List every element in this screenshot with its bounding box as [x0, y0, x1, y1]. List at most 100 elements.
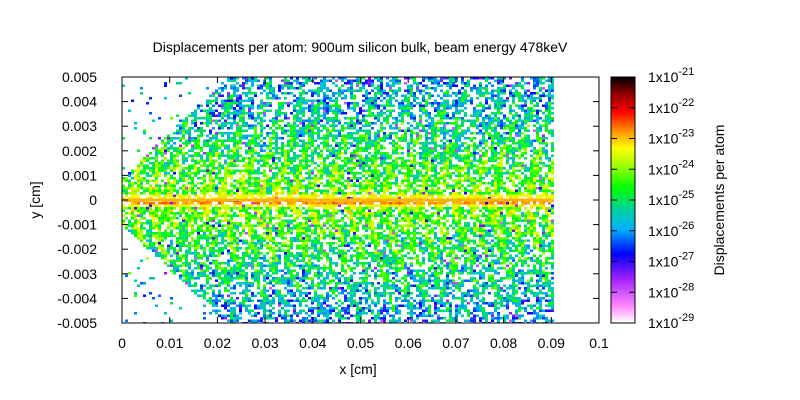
heatmap-cell — [158, 202, 161, 205]
heatmap-cell — [356, 287, 359, 290]
heatmap-cell — [326, 94, 329, 97]
heatmap-cell — [236, 197, 239, 200]
heatmap-cell — [236, 314, 239, 317]
heatmap-cell — [287, 129, 290, 132]
heatmap-cell — [380, 207, 383, 210]
heatmap-cell — [185, 167, 188, 170]
heatmap-cell — [194, 137, 197, 140]
heatmap-cell — [263, 299, 266, 302]
heatmap-cell — [260, 184, 263, 187]
heatmap-cell — [200, 212, 203, 215]
heatmap-cell — [251, 299, 254, 302]
heatmap-cell — [251, 239, 254, 242]
heatmap-cell — [260, 239, 263, 242]
heatmap-cell — [203, 317, 206, 320]
heatmap-cell — [371, 114, 374, 117]
heatmap-cell — [260, 212, 263, 215]
heatmap-cell — [266, 234, 269, 237]
heatmap-cell — [287, 172, 290, 175]
heatmap-cell — [269, 77, 272, 80]
heatmap-cell — [221, 107, 224, 110]
heatmap-cell — [356, 179, 359, 182]
heatmap-cell — [227, 137, 230, 140]
heatmap-cell — [197, 214, 200, 217]
heatmap-cell — [326, 207, 329, 210]
heatmap-cell — [269, 232, 272, 235]
heatmap-cell — [383, 237, 386, 240]
heatmap-cell — [353, 152, 356, 155]
heatmap-cell — [323, 117, 326, 120]
heatmap-cell — [332, 159, 335, 162]
heatmap-cell — [374, 159, 377, 162]
heatmap-cell — [353, 292, 356, 295]
heatmap-cell — [137, 167, 140, 170]
heatmap-cell — [278, 87, 281, 90]
heatmap-cell — [314, 247, 317, 250]
heatmap-cell — [272, 167, 275, 170]
heatmap-cell — [284, 124, 287, 127]
heatmap-cell — [368, 194, 371, 197]
heatmap-cell — [209, 217, 212, 220]
heatmap-cell — [299, 319, 302, 322]
heatmap-cell — [236, 247, 239, 250]
heatmap-cell — [173, 272, 176, 275]
heatmap-cell — [362, 264, 365, 267]
heatmap-cell — [323, 104, 326, 107]
heatmap-cell — [230, 272, 233, 275]
heatmap-cell — [191, 157, 194, 160]
heatmap-cell — [206, 114, 209, 117]
heatmap-cell — [311, 204, 314, 207]
heatmap-cell — [149, 167, 152, 170]
heatmap-cell — [182, 234, 185, 237]
heatmap-cell — [374, 267, 377, 270]
heatmap-cell — [317, 307, 320, 310]
heatmap-cell — [377, 292, 380, 295]
heatmap-cell — [335, 237, 338, 240]
heatmap-cell — [302, 102, 305, 105]
heatmap-cell — [335, 187, 338, 190]
heatmap-cell — [266, 227, 269, 230]
heatmap-cell — [266, 152, 269, 155]
heatmap-cell — [302, 92, 305, 95]
heatmap-cell — [248, 224, 251, 227]
heatmap-cell — [365, 234, 368, 237]
heatmap-cell — [365, 119, 368, 122]
heatmap-cell — [371, 317, 374, 320]
heatmap-cell — [368, 202, 371, 205]
heatmap-cell — [368, 182, 371, 185]
heatmap-cell — [374, 99, 377, 102]
heatmap-cell — [170, 254, 173, 257]
heatmap-cell — [305, 189, 308, 192]
heatmap-cell — [200, 219, 203, 222]
heatmap-cell — [176, 147, 179, 150]
heatmap-cell — [314, 179, 317, 182]
heatmap-cell — [311, 159, 314, 162]
heatmap-cell — [227, 232, 230, 235]
heatmap-cell — [251, 267, 254, 270]
heatmap-cell — [374, 274, 377, 277]
heatmap-cell — [290, 192, 293, 195]
heatmap-cell — [224, 194, 227, 197]
heatmap-cell — [299, 109, 302, 112]
heatmap-cell — [218, 274, 221, 277]
heatmap-cell — [221, 279, 224, 282]
heatmap-cell — [323, 109, 326, 112]
heatmap-cell — [323, 167, 326, 170]
heatmap-cell — [332, 214, 335, 217]
heatmap-cell — [254, 149, 257, 152]
heatmap-cell — [176, 152, 179, 155]
heatmap-cell — [362, 292, 365, 295]
heatmap-cell — [326, 139, 329, 142]
heatmap-cell — [227, 277, 230, 280]
heatmap-cell — [362, 179, 365, 182]
heatmap-cell — [149, 229, 152, 232]
heatmap-cell — [266, 302, 269, 305]
heatmap-cell — [293, 299, 296, 302]
heatmap-cell — [170, 167, 173, 170]
heatmap-cell — [332, 104, 335, 107]
heatmap-cell — [323, 214, 326, 217]
heatmap-cell — [212, 162, 215, 165]
heatmap-cell — [314, 284, 317, 287]
heatmap-cell — [125, 194, 128, 197]
heatmap-cell — [188, 169, 191, 172]
